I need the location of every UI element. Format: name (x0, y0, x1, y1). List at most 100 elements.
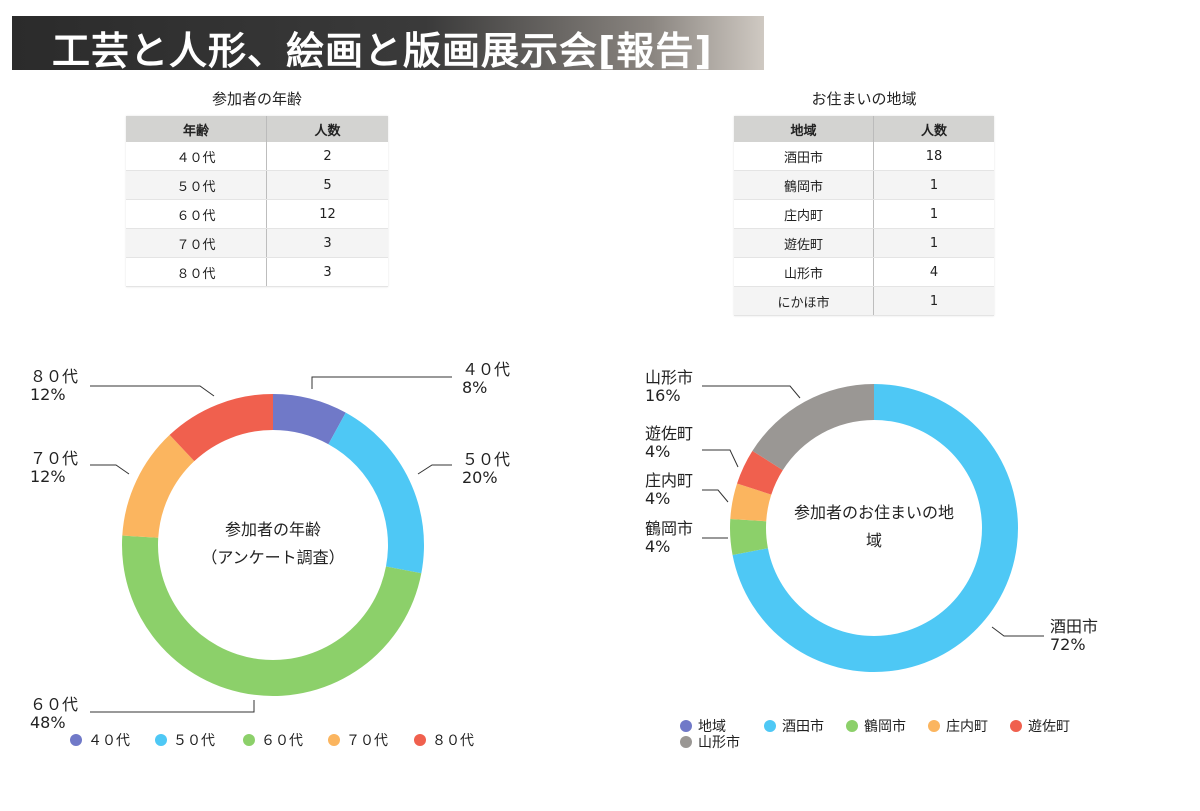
leader-line (417, 464, 452, 475)
legend-swatch (70, 734, 82, 746)
leader-line (702, 449, 739, 468)
region-table-count-cell: 4 (873, 257, 994, 287)
legend-swatch (680, 720, 692, 732)
legend-item: ５０代 (173, 733, 215, 749)
legend-swatch (243, 734, 255, 746)
slice-percent: 48% (30, 713, 66, 732)
legend-item: 山形市 (698, 734, 740, 751)
slice-percent: 20% (462, 468, 498, 487)
legend-swatch (928, 720, 940, 732)
age-table-label-cell: ５０代 (126, 170, 267, 200)
slice-label: ７０代 (30, 449, 78, 468)
legend-swatch (1010, 720, 1022, 732)
region-table-count-cell: 18 (873, 142, 994, 171)
slice-６０代 (122, 535, 422, 697)
age-table-count-cell: 3 (266, 257, 388, 287)
slice-label: ４０代 (462, 360, 510, 379)
region-table-row: 酒田市 18 (734, 142, 994, 171)
slice-percent: 4% (645, 489, 670, 508)
leader-line (991, 626, 1044, 637)
slice-percent: 16% (645, 386, 681, 405)
chart-center-text: 参加者のお住まいの地 (794, 503, 954, 522)
age-table-count-cell: 3 (266, 228, 388, 258)
legend-item: ４０代 (88, 733, 130, 749)
region-table-header-region: 地域 (734, 116, 874, 142)
slice-percent: 72% (1050, 635, 1086, 654)
region-table-row: 遊佐町 1 (734, 228, 994, 258)
slice-山形市 (752, 384, 874, 471)
region-table-count-cell: 1 (873, 199, 994, 229)
region-table-row: 鶴岡市 1 (734, 170, 994, 200)
legend-item: 酒田市 (782, 718, 824, 735)
region-table: 地域 人数 酒田市 18 鶴岡市 1 庄内町 1 遊佐町 1 山形市 4 にかほ市 1 (734, 116, 994, 316)
slice-７０代 (122, 434, 195, 538)
legend-item: 遊佐町 (1028, 719, 1070, 735)
legend-swatch (414, 734, 426, 746)
age-table-row: ５０代 5 (126, 170, 388, 200)
legend-item: ７０代 (346, 733, 388, 749)
title-banner: 工芸と人形、絵画と版画展示会[報告] (12, 16, 764, 73)
age-table-label-cell: ７０代 (126, 228, 267, 258)
age-table: 年齢 人数 ４０代 2 ５０代 5 ６０代 12 ７０代 3 ８０代 3 (126, 116, 388, 287)
slice-label: 鶴岡市 (645, 519, 693, 538)
slice-percent: 4% (645, 537, 670, 556)
slice-label: ６０代 (30, 695, 78, 714)
slice-鶴岡市 (730, 518, 768, 555)
region-table-label-cell: 酒田市 (734, 142, 874, 171)
age-table-row: ６０代 12 (126, 199, 388, 229)
age-table-count-cell: 2 (266, 142, 388, 171)
slice-label: 遊佐町 (645, 424, 693, 443)
slice-percent: 4% (645, 442, 670, 461)
slice-percent: 8% (462, 378, 487, 397)
chart-center-text: 域 (866, 531, 882, 550)
leader-line (90, 464, 130, 475)
legend-swatch (846, 720, 858, 732)
legend-item: 庄内町 (946, 718, 988, 735)
region-table-row: 庄内町 1 (734, 199, 994, 229)
slice-percent: 12% (30, 385, 66, 404)
legend-item: 地域 (698, 719, 726, 735)
slice-庄内町 (730, 483, 772, 522)
region-table-count-cell: 1 (873, 286, 994, 316)
age-table-count-cell: 5 (266, 170, 388, 200)
legend-swatch (328, 734, 340, 746)
region-table-label-cell: 遊佐町 (734, 228, 874, 258)
slice-label: 酒田市 (1050, 617, 1098, 636)
region-table-label-cell: 山形市 (734, 257, 874, 287)
region-table-row: にかほ市 1 (734, 286, 994, 316)
slice-５０代 (328, 412, 424, 574)
leader-line (90, 700, 255, 713)
page-title: 工芸と人形、絵画と版画展示会[報告] (52, 29, 713, 73)
legend-swatch (155, 734, 167, 746)
slice-８０代 (169, 394, 273, 462)
legend-swatch (764, 720, 776, 732)
age-table-row: ８０代 3 (126, 257, 388, 287)
region-table-row: 山形市 4 (734, 257, 994, 287)
age-table-caption: 参加者の年齢 (211, 90, 302, 108)
age-table-label-cell: ８０代 (126, 257, 267, 287)
slice-４０代 (273, 394, 346, 445)
slice-label: 山形市 (645, 368, 693, 387)
leader-line (702, 489, 729, 503)
slice-label: 庄内町 (645, 471, 693, 490)
region-table-count-cell: 1 (873, 228, 994, 258)
age-table-row: ４０代 2 (126, 142, 388, 171)
leader-line (311, 376, 452, 389)
leader-line (90, 385, 215, 397)
legend-swatch (680, 736, 692, 748)
age-table-header-age: 年齢 (126, 116, 267, 142)
legend-item: ８０代 (432, 733, 474, 749)
slice-percent: 12% (30, 467, 66, 486)
slice-label: ５０代 (462, 450, 510, 469)
region-table-count-cell: 1 (873, 170, 994, 200)
chart-center-text: （アンケート調査） (201, 548, 344, 567)
age-table-count-cell: 12 (266, 199, 388, 229)
age-table-label-cell: ６０代 (126, 199, 267, 229)
region-table-caption: お住まいの地域 (811, 90, 917, 108)
slice-遊佐町 (737, 450, 783, 495)
legend-item: ６０代 (261, 733, 303, 749)
region-table-label-cell: にかほ市 (734, 286, 874, 316)
region-table-header-count: 人数 (873, 116, 994, 142)
region-table-label-cell: 鶴岡市 (734, 170, 874, 200)
